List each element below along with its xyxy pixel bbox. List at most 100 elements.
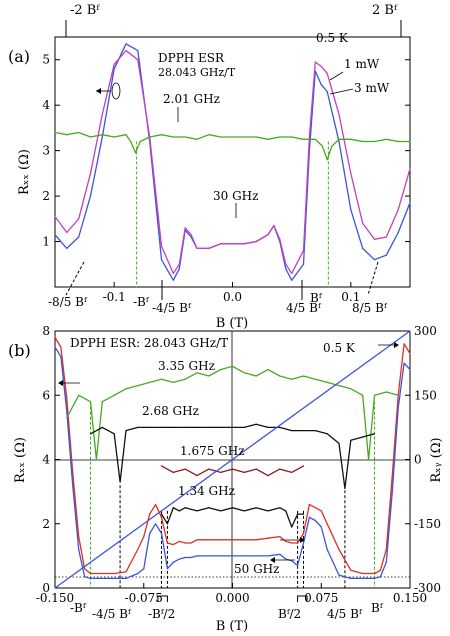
b-yrtick-label-150: -150: [414, 517, 441, 531]
b-series-rxy: [54, 330, 411, 589]
b-point-2-68-ghz-8: [172, 426, 174, 428]
b-point-2-68-ghz-12: [220, 426, 222, 428]
b-point-rxx-blue-6: [89, 577, 92, 580]
b-point-50-ghz-15: [160, 516, 163, 518]
b-point-1-34-ghz-14: [291, 526, 293, 528]
b-series-1-34-ghz: [160, 507, 304, 528]
a-point-2-01-ghz-9: [139, 140, 141, 143]
a-point-3-mw-31: [350, 172, 352, 174]
b-yrtick-label-300: -300: [414, 581, 441, 595]
panel-b-dashed-guides: [90, 401, 375, 602]
a-point-2-01-ghz-29: [350, 138, 352, 140]
b-point-50-ghz-1: [60, 346, 62, 348]
a-point-3-mw-35: [397, 209, 399, 211]
b-point-50-ghz-2: [66, 397, 68, 400]
b-point-2-68-ghz-11: [208, 426, 210, 428]
b-point-2-68-ghz-6: [149, 426, 151, 428]
a-point-1-mw-28: [320, 84, 322, 86]
b-point-1-34-ghz-10: [255, 507, 257, 509]
b-point-rxx-blue-41: [373, 577, 376, 580]
b-point-50-ghz-40: [368, 572, 370, 575]
a-guide-neg-8-5: [65, 261, 85, 296]
legend-1mw-pointer: [329, 71, 344, 81]
mark-a-pos-8-5: 8/5 Bᶠ: [352, 301, 388, 315]
panel-b-right-y-label: Rₓᵧ (Ω): [429, 437, 444, 482]
b-point-50-ghz-32: [302, 532, 305, 535]
b-point-50-ghz-17: [172, 544, 174, 546]
b-point-1-34-ghz-0: [160, 513, 163, 515]
a-point-1-mw-0: [54, 234, 56, 236]
b-point-3-35-ghz-30: [397, 394, 399, 396]
b-yrtick-label-150: 150: [414, 388, 437, 402]
b-point-rxx-blue-43: [385, 561, 387, 563]
b-half-bracket-0: [157, 595, 168, 602]
b-xtick-label-0-000: 0.000: [215, 591, 249, 605]
b-point-rxx-blue-9: [113, 577, 115, 580]
b-point-50-ghz-47: [409, 352, 411, 355]
a-point-2-01-ghz-11: [160, 134, 163, 136]
b-xtick-label-0-150: 0.150: [393, 591, 427, 605]
a-ytick-label-2: 2: [42, 189, 50, 203]
a-point-2-01-ghz-5: [113, 136, 115, 138]
b-point-2-68-ghz-3: [119, 481, 121, 483]
legend-3mw-pointer: [329, 88, 354, 95]
b-point-rxx-blue-46: [403, 362, 405, 364]
b-point-3-35-ghz-5: [113, 394, 115, 396]
a-point-2-01-ghz-28: [338, 138, 340, 140]
a-point-3-mw-7: [137, 59, 139, 61]
a-point-1-mw-24: [291, 279, 293, 281]
a-point-1-mw-33: [373, 259, 376, 261]
b-point-rxx-blue-27: [267, 555, 269, 557]
a-xtick-label-0-0: 0.0: [223, 290, 242, 304]
b-point-50-ghz-19: [184, 542, 186, 544]
panel-a-y-ticks: 1 2 3 4 5: [42, 53, 410, 249]
panel-a-temperature: 0.5 K: [316, 31, 349, 45]
b-point-rxx-blue-35: [320, 526, 322, 528]
a-point-3-mw-16: [220, 243, 222, 245]
b-xtick-label-0-075: 0.075: [304, 591, 338, 605]
b-ytick-label-0: 0: [42, 581, 50, 595]
b-point-50-ghz-16: [166, 542, 168, 544]
label-1-34ghz: 1.34 GHz: [178, 484, 235, 498]
b-point-2-68-ghz-25: [362, 436, 364, 438]
b-point-1-675-ghz-0: [160, 465, 163, 467]
a-point-3-mw-10: [172, 272, 174, 274]
b-point-3-35-ghz-28: [373, 394, 376, 396]
label-2-01ghz: 2.01 GHz: [163, 92, 220, 106]
a-point-2-01-ghz-25: [321, 145, 323, 147]
b-point-3-35-ghz-23: [326, 381, 328, 383]
a-point-1-mw-2: [78, 236, 80, 238]
b-point-3-35-ghz-27: [368, 458, 370, 461]
b-point-3-35-ghz-12: [196, 372, 198, 374]
b-point-2-68-ghz-5: [137, 426, 139, 428]
panel-a-dashed-guides: [65, 141, 379, 300]
mark-b-pos-1-2: Bᶠ/2: [278, 607, 301, 621]
a-point-1-mw-36: [409, 202, 411, 204]
a-point-3-mw-6: [125, 50, 127, 52]
mark-b-pos-4-5: 4/5 Bᶠ: [327, 607, 363, 621]
b-point-3-35-ghz-9: [160, 378, 163, 380]
b-point-rxx-blue-39: [362, 577, 364, 580]
label-30ghz: 30 GHz: [213, 189, 258, 203]
b-point-rxx-blue-21: [196, 555, 198, 557]
a-point-2-01-ghz-27: [331, 145, 333, 147]
a-point-2-01-ghz-7: [130, 140, 132, 143]
panel-b: (b) 0 2 4 6 8 -300 -150 0 150 300 -0.150 -0.075 0.…: [8, 324, 444, 634]
b-point-3-35-ghz-16: [243, 372, 245, 374]
b-point-2-68-ghz-1: [101, 426, 103, 428]
a-point-3-mw-17: [231, 243, 234, 245]
a-point-1-mw-10: [172, 279, 174, 281]
b-point-1-34-ghz-13: [285, 510, 287, 512]
a-point-3-mw-9: [160, 245, 163, 247]
b-point-50-ghz-11: [137, 548, 139, 551]
a-point-1-mw-34: [385, 254, 387, 256]
a-point-1-mw-1: [66, 247, 68, 249]
b-point-2-68-ghz-18: [291, 430, 293, 432]
b-point-rxx-blue-10: [125, 577, 127, 580]
b-point-3-35-ghz-3: [95, 458, 97, 461]
label-3-35ghz: 3.35 GHz: [158, 359, 215, 373]
b-point-1-675-ghz-9: [267, 475, 269, 477]
panel-a-esr-title: DPPH ESR: [158, 51, 225, 65]
a-point-3-mw-34: [385, 236, 387, 238]
